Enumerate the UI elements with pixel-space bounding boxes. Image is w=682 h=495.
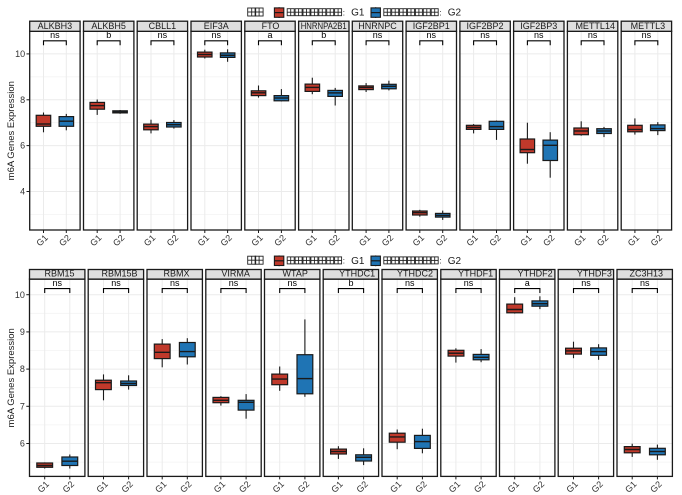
svg-text:ALKBH3: ALKBH3 — [38, 21, 73, 31]
svg-text:WTAP: WTAP — [283, 269, 308, 279]
svg-text:METTL14: METTL14 — [575, 21, 615, 31]
svg-text:9: 9 — [20, 327, 25, 337]
svg-text:ns: ns — [373, 30, 383, 40]
svg-text:a: a — [525, 278, 530, 288]
svg-text:HNRNPA2B1: HNRNPA2B1 — [301, 21, 347, 31]
svg-text:8: 8 — [20, 364, 25, 374]
svg-text::: : — [343, 257, 345, 266]
svg-text:IGF2BP3: IGF2BP3 — [520, 21, 557, 31]
svg-text:G1: G1 — [351, 256, 365, 267]
svg-text:10: 10 — [15, 49, 25, 59]
svg-text:6: 6 — [20, 141, 25, 151]
svg-text:ns: ns — [642, 30, 652, 40]
svg-text:b: b — [321, 30, 326, 40]
svg-text:a: a — [267, 30, 272, 40]
svg-text:ns: ns — [158, 30, 168, 40]
svg-text:ns: ns — [427, 30, 437, 40]
svg-text:FTO: FTO — [262, 21, 280, 31]
svg-text:ns: ns — [534, 30, 544, 40]
svg-text:ns: ns — [480, 30, 490, 40]
svg-text:7: 7 — [20, 401, 25, 411]
svg-text:b: b — [106, 30, 111, 40]
svg-text:4: 4 — [20, 187, 25, 197]
svg-text:G1: G1 — [351, 8, 365, 19]
svg-text:RBM15B: RBM15B — [101, 269, 137, 279]
svg-text:ns: ns — [50, 30, 60, 40]
svg-text:10: 10 — [15, 290, 25, 300]
svg-text:ns: ns — [170, 278, 180, 288]
svg-text:METTL3: METTL3 — [631, 21, 666, 31]
svg-text:YTHDC1: YTHDC1 — [339, 269, 375, 279]
svg-text:ZC3H13: ZC3H13 — [630, 269, 664, 279]
svg-text:ns: ns — [111, 278, 121, 288]
svg-text:CBLL1: CBLL1 — [149, 21, 177, 31]
svg-text:ns: ns — [405, 278, 415, 288]
svg-text:ns: ns — [464, 278, 474, 288]
svg-text:G2: G2 — [448, 8, 462, 19]
svg-text:YTHDF2: YTHDF2 — [518, 269, 553, 279]
svg-text:YTHDF1: YTHDF1 — [458, 269, 493, 279]
svg-text:ns: ns — [288, 278, 298, 288]
svg-text::: : — [439, 8, 441, 17]
svg-text:HNRNPC: HNRNPC — [358, 21, 397, 31]
svg-text:m6A Genes Expression: m6A Genes Expression — [6, 328, 17, 427]
svg-text:b: b — [348, 278, 353, 288]
svg-text:G2: G2 — [448, 256, 462, 267]
svg-text:IGF2BP1: IGF2BP1 — [413, 21, 450, 31]
svg-text::: : — [439, 257, 441, 266]
svg-text:m6A Genes Expression: m6A Genes Expression — [6, 81, 17, 180]
svg-text::: : — [343, 8, 345, 17]
svg-text:ns: ns — [640, 278, 650, 288]
svg-text:RBMX: RBMX — [163, 269, 189, 279]
svg-text:EIF3A: EIF3A — [204, 21, 229, 31]
svg-text:ns: ns — [229, 278, 239, 288]
svg-text:IGF2BP2: IGF2BP2 — [466, 21, 503, 31]
svg-text:6: 6 — [20, 439, 25, 449]
svg-text:8: 8 — [20, 95, 25, 105]
svg-text:YTHDF3: YTHDF3 — [577, 269, 612, 279]
svg-text:ns: ns — [588, 30, 598, 40]
svg-text:RBM15: RBM15 — [44, 269, 74, 279]
svg-text:ns: ns — [53, 278, 63, 288]
svg-text:YTHDC2: YTHDC2 — [397, 269, 433, 279]
svg-text:ALKBH5: ALKBH5 — [91, 21, 126, 31]
svg-text:ns: ns — [581, 278, 591, 288]
svg-text:VIRMA: VIRMA — [221, 269, 250, 279]
svg-text:ns: ns — [211, 30, 221, 40]
